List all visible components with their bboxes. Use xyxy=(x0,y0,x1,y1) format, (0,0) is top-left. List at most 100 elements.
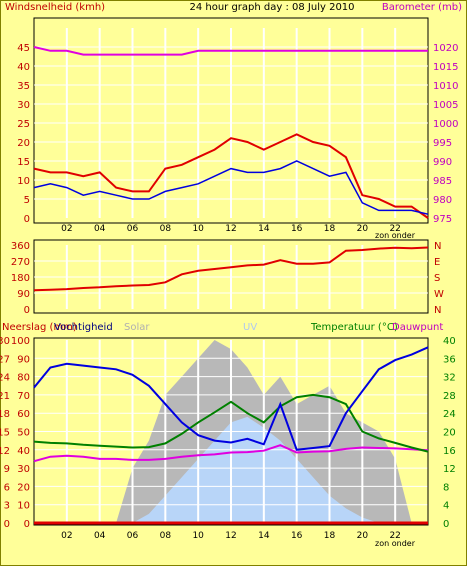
temperature-y-tick: 32 xyxy=(443,373,456,384)
x-tick-label: 14 xyxy=(258,531,270,541)
x-tick-label: 12 xyxy=(225,531,236,541)
direction-y-tick: 180 xyxy=(11,273,30,284)
x-tick-label: 06 xyxy=(127,224,139,234)
x-tick-label: 04 xyxy=(94,531,106,541)
rain-axis-title: Neerslag (mm) xyxy=(2,322,77,333)
barometer-y-tick: 1000 xyxy=(433,119,458,130)
barometer-y-tick: 980 xyxy=(433,195,452,206)
temperature-y-tick: 12 xyxy=(443,464,456,475)
x-tick-label: 02 xyxy=(61,224,72,234)
humidity-y-tick: 80 xyxy=(17,373,30,384)
temperature-y-tick: 28 xyxy=(443,391,456,402)
humidity-y-tick: 70 xyxy=(17,391,30,402)
wind-y-tick: 35 xyxy=(17,81,30,92)
temperature-y-tick: 40 xyxy=(443,336,456,347)
x-tick-label: 02 xyxy=(61,531,72,541)
humidity-y-tick: 60 xyxy=(17,409,30,420)
wind-y-tick: 5 xyxy=(24,195,30,206)
x-tick-label: 06 xyxy=(127,531,139,541)
solar-axis-title: Solar xyxy=(124,322,150,333)
x-tick-label: 16 xyxy=(291,531,303,541)
wind-gust-line xyxy=(33,133,429,219)
wind-y-tick: 20 xyxy=(17,138,30,149)
wind-axis-title: Windsnelheid (kmh) xyxy=(5,2,105,13)
direction-line xyxy=(33,246,429,292)
temperature-line xyxy=(33,393,429,453)
direction-y-ticks: 0 90 180 270 360 xyxy=(11,241,30,316)
dewpoint-line xyxy=(33,444,429,463)
temperature-axis-title: Temperatuur (°C) xyxy=(310,322,398,333)
wind-plot-area xyxy=(33,17,429,224)
x-tick-label: 04 xyxy=(94,224,106,234)
x-tick-label: 10 xyxy=(192,531,204,541)
barometer-y-tick: 1015 xyxy=(433,62,458,73)
direction-y-tick: 0 xyxy=(24,305,30,316)
humidity-y-tick: 30 xyxy=(17,464,30,475)
wind-x-end-label: zon onder xyxy=(375,231,416,240)
temperature-y-tick: 16 xyxy=(443,446,456,457)
dewpoint-axis-title: Dauwpunt xyxy=(392,322,443,333)
temperature-y-tick: 36 xyxy=(443,354,456,365)
temperature-y-tick: 0 xyxy=(443,519,449,530)
wind-y-tick: 25 xyxy=(17,119,30,130)
humidity-y-tick: 20 xyxy=(17,482,30,493)
humidity-y-tick: 50 xyxy=(17,428,30,439)
rain-y-tick: 6 xyxy=(4,482,10,493)
temperature-y-tick: 8 xyxy=(443,482,449,493)
x-tick-label: 08 xyxy=(160,531,172,541)
x-tick-label: 12 xyxy=(225,224,236,234)
rain-y-tick: 27 xyxy=(0,354,10,365)
temperature-y-ticks: 0 4 8 12 16 20 24 28 32 36 40 xyxy=(443,336,456,530)
wind-y-tick: 15 xyxy=(17,157,30,168)
rain-y-tick: 30 xyxy=(0,336,10,347)
wind-average-line xyxy=(33,160,429,215)
barometer-y-tick: 1005 xyxy=(433,100,458,111)
temperature-series xyxy=(33,346,429,525)
barometer-y-tick: 985 xyxy=(433,176,452,187)
temperature-y-tick: 20 xyxy=(443,428,456,439)
barometer-y-tick: 990 xyxy=(433,157,452,168)
temperature-x-ticks: 02 04 06 08 10 12 14 16 18 20 22 xyxy=(61,531,401,541)
wind-y-tick: 0 xyxy=(24,214,30,225)
rain-y-tick: 9 xyxy=(4,464,10,475)
direction-series xyxy=(33,246,429,292)
rain-y-tick: 0 xyxy=(4,519,10,530)
x-tick-label: 22 xyxy=(389,531,400,541)
rain-y-ticks: 0 3 6 9 12 15 18 21 24 27 30 xyxy=(0,336,10,530)
temperature-x-end-label: zon onder xyxy=(375,539,416,548)
temperature-plot-area xyxy=(33,337,429,526)
humidity-y-tick: 100 xyxy=(11,336,30,347)
direction-compass-tick: W xyxy=(434,289,444,300)
direction-compass-tick: N xyxy=(434,305,441,316)
barometer-y-ticks: 975 980 985 990 995 1000 1005 1010 1015 1020 xyxy=(433,43,458,225)
barometer-y-tick: 1010 xyxy=(433,81,458,92)
rain-y-tick: 3 xyxy=(4,501,10,512)
x-tick-label: 10 xyxy=(192,224,204,234)
x-tick-label: 08 xyxy=(160,224,172,234)
barometer-y-tick: 1020 xyxy=(433,43,458,54)
wind-series xyxy=(33,46,429,219)
direction-y-tick: 270 xyxy=(11,257,30,268)
temperature-y-tick: 4 xyxy=(443,501,449,512)
wind-x-ticks: 02 04 06 08 10 12 14 16 18 20 22 xyxy=(61,224,401,234)
x-tick-label: 22 xyxy=(389,224,400,234)
barometer-line xyxy=(33,46,428,56)
rain-y-tick: 15 xyxy=(0,428,10,439)
humidity-line xyxy=(33,346,429,451)
rain-y-tick: 24 xyxy=(0,373,10,384)
direction-grid xyxy=(34,245,428,309)
x-tick-label: 18 xyxy=(324,531,336,541)
wind-y-ticks: 0 5 10 15 20 25 30 35 40 45 xyxy=(17,43,30,225)
x-tick-label: 20 xyxy=(357,224,369,234)
direction-y-tick: 360 xyxy=(11,241,30,252)
x-tick-label: 18 xyxy=(324,224,336,234)
temperature-y-tick: 24 xyxy=(443,409,456,420)
x-tick-label: 20 xyxy=(357,531,369,541)
humidity-y-tick: 40 xyxy=(17,446,30,457)
wind-y-tick: 10 xyxy=(17,176,30,187)
humidity-y-tick: 0 xyxy=(24,519,30,530)
